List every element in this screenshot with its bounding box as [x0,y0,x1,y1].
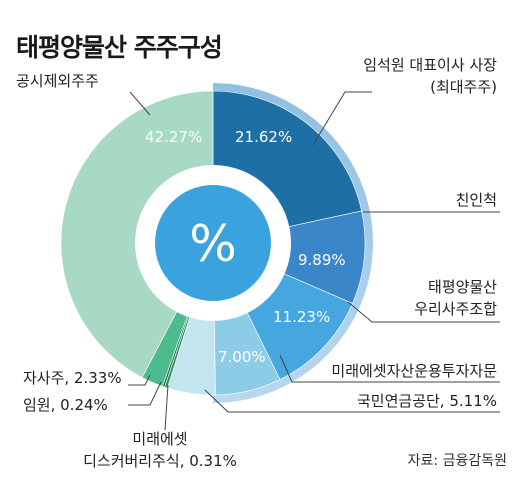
leader-line-0 [312,91,372,146]
category-label-3: 미래에셋자산운용투자자문 [331,362,497,380]
category-label-2: 태평양물산 우리사주조합 [414,278,497,318]
category-label-1: 친인척 [456,191,497,209]
leader-line-4 [204,389,500,413]
leader-line-7 [128,374,151,386]
leader-line-2 [347,301,500,323]
leader-line-5 [164,384,169,431]
leader-line-3 [279,354,500,383]
category-label-0: 임석원 대표이사 사장 (최대주주) [363,56,497,96]
value-label-0: 21.62% [235,128,292,146]
category-label-8: 공시제외주주 [16,72,99,90]
leader-line-8 [129,91,151,116]
center-label: % [189,215,237,273]
source-note: 자료: 금융감독원 [407,453,507,469]
value-label-3: 7.00% [218,348,266,366]
value-label-8: 42.27% [145,128,202,146]
category-label-4: 국민연금공단, 5.11% [357,392,497,410]
category-label-6: 임원, 0.24% [23,396,108,414]
chart-title: 태평양물산 주주구성 [16,33,223,62]
center-circle [155,185,271,301]
category-label-5: 미래에셋 디스커버리주식, 0.31% [83,430,237,470]
category-label-7: 자사주, 2.33% [23,369,122,387]
value-label-1: 9.89% [298,251,346,269]
value-label-2: 11.23% [273,308,330,326]
leader-line-6 [128,381,162,406]
